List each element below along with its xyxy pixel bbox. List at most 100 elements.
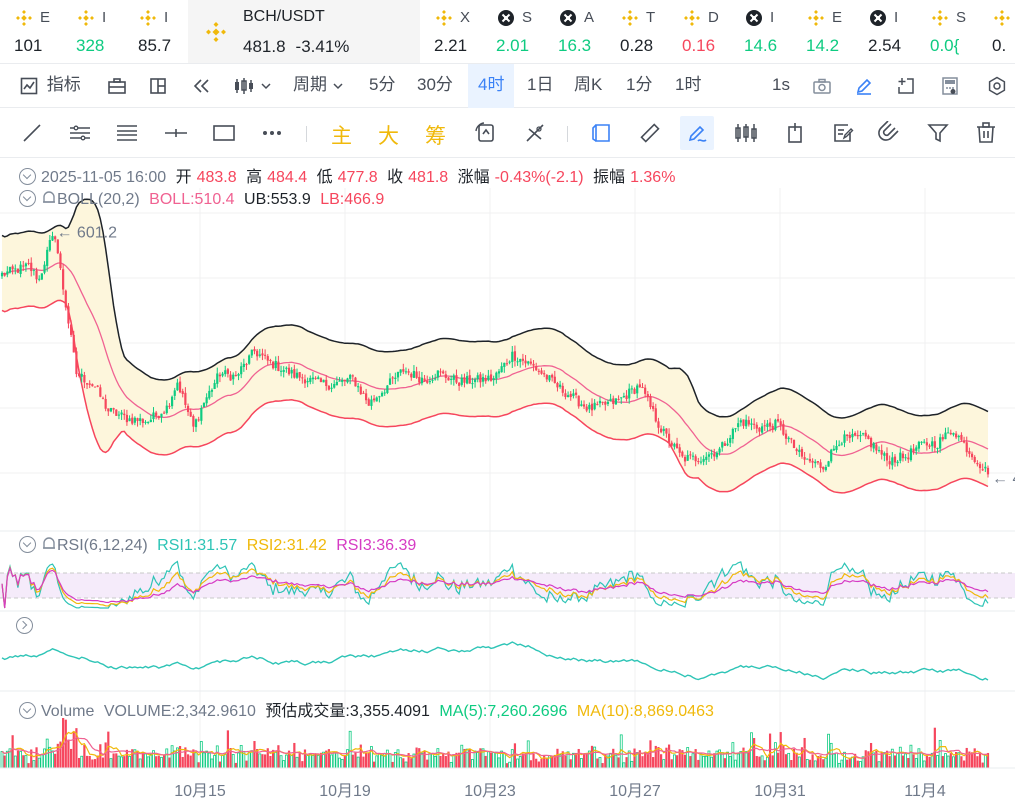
candle-body xyxy=(8,266,12,273)
volume-bar xyxy=(72,731,75,768)
ticker-item[interactable]: E 101 xyxy=(0,0,62,63)
volume-bar xyxy=(800,747,804,768)
expand-toggle-icon[interactable] xyxy=(16,617,33,634)
ticker-item[interactable]: 0. xyxy=(978,0,1015,63)
volume-bar xyxy=(316,755,320,769)
position-tool[interactable] xyxy=(778,116,812,150)
filter-tool[interactable] xyxy=(921,116,955,150)
candle-body xyxy=(952,433,955,435)
ticker-item[interactable]: I 85.7 xyxy=(124,0,186,63)
candle-body xyxy=(657,421,660,428)
volume-bar xyxy=(101,757,105,768)
more-tools-button[interactable] xyxy=(255,116,289,150)
interval-tab[interactable]: 1分 xyxy=(626,75,653,94)
indicators-button[interactable]: 指标 xyxy=(20,64,81,108)
period-dropdown[interactable]: 周期 xyxy=(293,64,344,108)
trend-line-tool[interactable] xyxy=(15,116,49,150)
candle-body xyxy=(173,390,176,396)
candle-body xyxy=(141,419,144,423)
ticker-item[interactable]: S 0.0{ xyxy=(916,0,978,63)
candle-body xyxy=(511,351,514,363)
calculator-button[interactable] xyxy=(940,64,960,108)
sync-tool[interactable] xyxy=(469,116,503,150)
volume-bar xyxy=(340,758,344,769)
ticker-item[interactable]: D 0.16 xyxy=(668,0,730,63)
candle-body xyxy=(569,393,572,398)
draw-button[interactable] xyxy=(854,64,874,108)
collapse-toggle-icon[interactable] xyxy=(19,702,36,719)
volume-bar xyxy=(287,750,291,768)
ticker-item[interactable]: E 14.2 xyxy=(792,0,854,63)
trade-layout-button[interactable] xyxy=(107,64,127,108)
volume-bar xyxy=(471,759,474,769)
interval-tab[interactable]: 1日 xyxy=(527,75,554,94)
chart-type-dropdown[interactable] xyxy=(233,64,272,108)
collapse-toggle-icon[interactable] xyxy=(19,536,36,553)
candle-body xyxy=(388,378,392,385)
add-window-button[interactable] xyxy=(896,64,916,108)
volume-bar xyxy=(385,749,389,769)
horizontal-lines-tool[interactable] xyxy=(63,116,97,150)
rsi-pane xyxy=(0,560,1015,609)
copy-drawing-tool[interactable] xyxy=(585,116,619,150)
collapse-toggle-icon[interactable] xyxy=(19,190,36,207)
bell-icon[interactable] xyxy=(41,190,57,206)
candle-body xyxy=(614,398,618,405)
candle-body xyxy=(322,379,325,383)
boll-band-fill xyxy=(2,199,988,493)
ticker-item[interactable]: I 2.54 xyxy=(854,0,916,63)
x-coin-icon xyxy=(498,10,514,26)
interval-tab[interactable]: 4时 xyxy=(468,64,515,108)
ticker-item[interactable]: T 0.28 xyxy=(606,0,668,63)
volume-bar xyxy=(622,762,626,769)
bell-icon[interactable] xyxy=(41,536,57,552)
candle-body xyxy=(133,417,136,423)
hide-drawings-tool[interactable] xyxy=(518,116,552,150)
magnet-tool[interactable] xyxy=(873,116,907,150)
ticker-item[interactable]: A 16.3 xyxy=(544,0,606,63)
volume-bar xyxy=(348,730,352,769)
volume-bar xyxy=(221,754,224,769)
ticker-item[interactable]: S 2.01 xyxy=(482,0,544,63)
candle-body xyxy=(909,448,913,461)
ticker-item[interactable]: I 14.6 xyxy=(730,0,792,63)
candle-tool[interactable] xyxy=(729,116,763,150)
ticker-item[interactable]: I 328 xyxy=(62,0,124,63)
delete-tool[interactable] xyxy=(969,116,1003,150)
screenshot-button[interactable] xyxy=(812,64,832,108)
candle-body xyxy=(3,272,6,276)
ticker-item-active[interactable]: BCH/USDT 481.8 -3.41% xyxy=(188,0,420,63)
candle-body xyxy=(67,306,70,324)
replay-button[interactable] xyxy=(192,64,212,108)
note-tool[interactable] xyxy=(826,116,860,150)
ruler-tool[interactable] xyxy=(633,116,667,150)
candle-body xyxy=(893,456,897,463)
settings-button[interactable] xyxy=(987,64,1007,108)
kline-chart[interactable]: ← 601.2 ← 443.2 10月15 10月19 10月23 10月27 10月31… xyxy=(0,158,1015,805)
volume-bar xyxy=(898,746,902,769)
volume-bar xyxy=(832,753,836,769)
candle-body xyxy=(572,393,575,397)
refresh-rate-button[interactable]: 1s xyxy=(772,64,790,108)
horizontal-ray-tool[interactable] xyxy=(159,116,193,150)
interval-tab[interactable]: 30分 xyxy=(417,75,453,94)
main-chart-button[interactable]: 主 xyxy=(331,125,352,148)
ticker-item[interactable]: X 2.21 xyxy=(420,0,482,63)
large-orders-button[interactable]: 大 xyxy=(378,125,399,148)
candle-body xyxy=(792,439,796,449)
refresh-rate-label: 1s xyxy=(772,75,790,94)
candle-body xyxy=(822,466,825,470)
rectangle-tool[interactable] xyxy=(207,116,241,150)
collapse-toggle-icon[interactable] xyxy=(19,168,36,185)
candle-body xyxy=(351,375,354,377)
interval-tab[interactable]: 1时 xyxy=(675,75,702,94)
fib-tool[interactable] xyxy=(110,116,144,150)
brush-tool[interactable] xyxy=(680,116,714,150)
interval-tab[interactable]: 5分 xyxy=(369,75,396,94)
volume-bar xyxy=(128,755,131,769)
interval-tab[interactable]: 周K xyxy=(574,75,603,94)
volume-bar xyxy=(330,754,333,769)
layout-button[interactable] xyxy=(149,64,167,108)
chips-button[interactable]: 筹 xyxy=(425,125,446,148)
volume-bar xyxy=(805,759,809,769)
